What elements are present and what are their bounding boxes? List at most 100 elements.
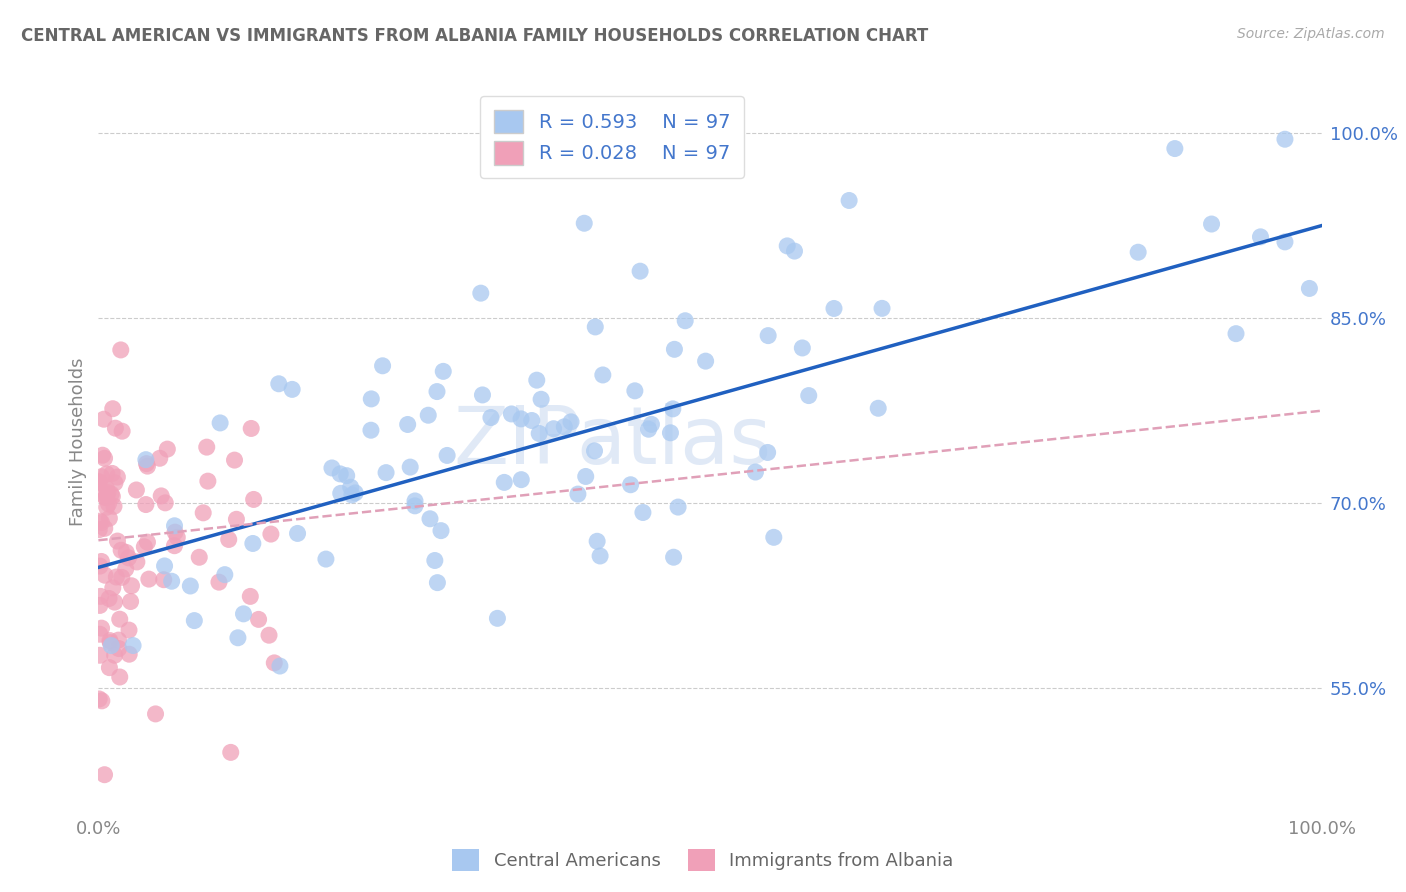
Point xyxy=(396,417,419,432)
Point xyxy=(315,552,337,566)
Point xyxy=(114,562,136,576)
Point xyxy=(118,647,141,661)
Point xyxy=(188,550,211,565)
Point xyxy=(101,490,124,504)
Point xyxy=(108,670,131,684)
Point xyxy=(339,480,361,494)
Point xyxy=(239,590,262,604)
Point xyxy=(98,660,121,674)
Point xyxy=(823,301,845,316)
Point xyxy=(520,413,543,427)
Point xyxy=(586,534,609,549)
Legend: Central Americans, Immigrants from Albania: Central Americans, Immigrants from Alban… xyxy=(446,842,960,879)
Point xyxy=(135,457,157,471)
Point xyxy=(501,407,523,421)
Point xyxy=(553,419,575,434)
Point xyxy=(100,487,122,501)
Point xyxy=(756,328,779,343)
Point xyxy=(783,244,806,258)
Point xyxy=(197,474,219,488)
Point xyxy=(125,555,148,569)
Point xyxy=(93,451,115,466)
Point xyxy=(134,540,156,554)
Point xyxy=(218,533,240,547)
Point xyxy=(1274,235,1296,249)
Point xyxy=(107,534,129,549)
Point xyxy=(208,575,231,590)
Point xyxy=(97,485,120,500)
Point xyxy=(110,343,132,357)
Point xyxy=(105,570,128,584)
Point xyxy=(418,409,440,423)
Point xyxy=(510,412,533,426)
Point xyxy=(666,500,689,514)
Point xyxy=(111,570,134,584)
Point xyxy=(91,448,114,462)
Legend: R = 0.593    N = 97, R = 0.028    N = 97: R = 0.593 N = 97, R = 0.028 N = 97 xyxy=(481,95,744,178)
Point xyxy=(662,401,685,416)
Point xyxy=(470,286,492,301)
Point xyxy=(94,491,117,505)
Point xyxy=(138,572,160,586)
Point xyxy=(360,423,382,437)
Point xyxy=(166,530,188,544)
Point xyxy=(101,467,124,481)
Point xyxy=(111,424,134,438)
Text: CENTRAL AMERICAN VS IMMIGRANTS FROM ALBANIA FAMILY HOUSEHOLDS CORRELATION CHART: CENTRAL AMERICAN VS IMMIGRANTS FROM ALBA… xyxy=(21,27,928,45)
Point xyxy=(108,612,131,626)
Point xyxy=(404,499,426,513)
Text: Source: ZipAtlas.com: Source: ZipAtlas.com xyxy=(1237,27,1385,41)
Point xyxy=(165,525,187,540)
Point xyxy=(145,706,167,721)
Point xyxy=(219,745,242,759)
Point xyxy=(744,465,766,479)
Point xyxy=(838,194,860,208)
Point xyxy=(195,440,218,454)
Point xyxy=(103,500,125,514)
Point xyxy=(89,692,111,706)
Point xyxy=(695,354,717,368)
Point xyxy=(529,426,551,441)
Point xyxy=(664,343,686,357)
Point xyxy=(589,549,612,563)
Y-axis label: Family Households: Family Households xyxy=(69,358,87,525)
Point xyxy=(120,594,142,608)
Point xyxy=(494,475,516,490)
Point xyxy=(94,568,117,582)
Point xyxy=(90,590,112,604)
Point xyxy=(97,497,120,511)
Point xyxy=(242,492,264,507)
Point xyxy=(156,442,179,456)
Point xyxy=(149,451,172,466)
Point xyxy=(87,475,110,489)
Point xyxy=(117,550,139,565)
Point xyxy=(242,536,264,550)
Point xyxy=(640,417,662,432)
Point xyxy=(592,368,614,382)
Point xyxy=(1201,217,1223,231)
Point xyxy=(135,498,157,512)
Point xyxy=(89,648,111,663)
Point xyxy=(160,574,183,589)
Point xyxy=(101,581,124,595)
Point xyxy=(89,559,111,574)
Point xyxy=(673,314,696,328)
Point xyxy=(104,475,127,490)
Point xyxy=(870,301,893,316)
Point xyxy=(135,452,157,467)
Point xyxy=(226,631,249,645)
Point xyxy=(94,521,117,535)
Point xyxy=(183,614,205,628)
Point xyxy=(1128,245,1150,260)
Point xyxy=(404,494,426,508)
Point xyxy=(87,475,110,490)
Point xyxy=(96,482,118,496)
Point xyxy=(96,500,118,515)
Point xyxy=(89,627,111,641)
Point xyxy=(336,468,359,483)
Point xyxy=(89,523,111,537)
Point xyxy=(762,530,785,544)
Point xyxy=(287,526,309,541)
Point xyxy=(776,239,799,253)
Point xyxy=(93,768,115,782)
